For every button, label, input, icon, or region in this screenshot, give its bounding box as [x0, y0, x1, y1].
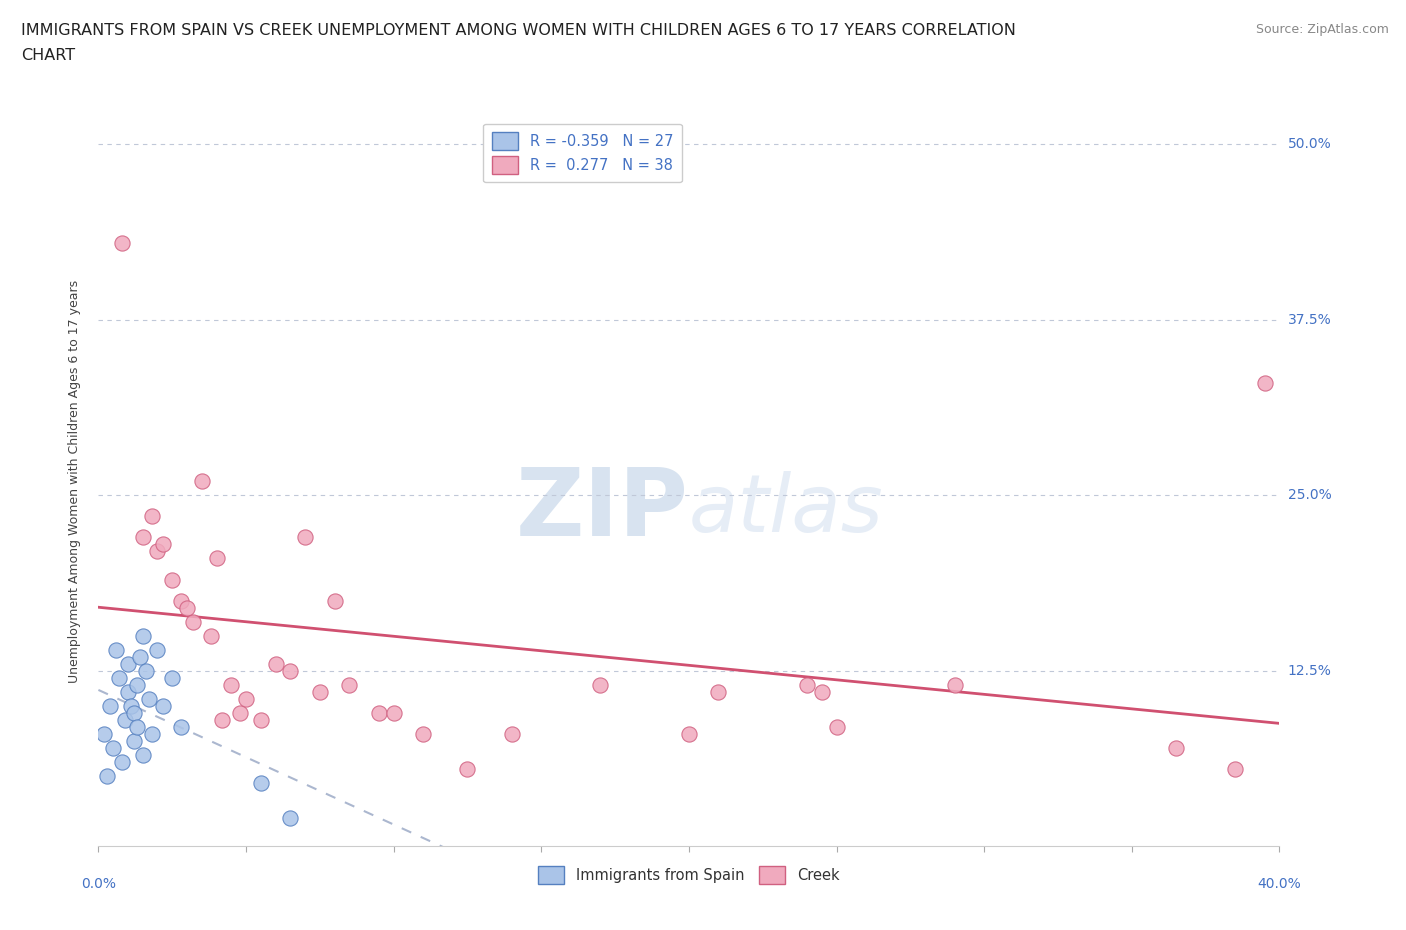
Point	[221, 677, 243, 692]
Point	[111, 754, 134, 769]
Text: 50.0%: 50.0%	[1288, 138, 1331, 152]
Point	[707, 684, 730, 699]
Point	[181, 614, 204, 629]
Point	[170, 720, 193, 735]
Text: 12.5%: 12.5%	[1288, 664, 1331, 678]
Point	[108, 671, 131, 685]
Point	[796, 677, 818, 692]
Point	[211, 712, 233, 727]
Point	[146, 544, 169, 559]
Point	[309, 684, 332, 699]
Point	[811, 684, 834, 699]
Text: IMMIGRANTS FROM SPAIN VS CREEK UNEMPLOYMENT AMONG WOMEN WITH CHILDREN AGES 6 TO : IMMIGRANTS FROM SPAIN VS CREEK UNEMPLOYM…	[21, 23, 1017, 38]
Point	[200, 629, 222, 644]
Point	[93, 726, 115, 741]
Point	[457, 762, 479, 777]
Point	[105, 643, 128, 658]
Point	[152, 698, 174, 713]
Point	[235, 691, 257, 706]
Point	[132, 530, 155, 545]
Text: ZIP: ZIP	[516, 464, 689, 556]
Legend: Immigrants from Spain, Creek: Immigrants from Spain, Creek	[533, 860, 845, 890]
Point	[162, 572, 183, 587]
Point	[323, 593, 346, 608]
Point	[122, 734, 145, 749]
Text: Source: ZipAtlas.com: Source: ZipAtlas.com	[1256, 23, 1389, 36]
Point	[280, 663, 302, 678]
Text: CHART: CHART	[21, 48, 75, 63]
Point	[1254, 376, 1277, 391]
Point	[825, 720, 848, 735]
Point	[176, 600, 198, 615]
Point	[678, 726, 700, 741]
Point	[264, 657, 287, 671]
Point	[125, 677, 148, 692]
Text: 37.5%: 37.5%	[1288, 312, 1331, 326]
Point	[132, 748, 155, 763]
Point	[339, 677, 361, 692]
Point	[191, 474, 214, 489]
Point	[501, 726, 523, 741]
Point	[117, 657, 139, 671]
Point	[122, 706, 145, 721]
Point	[103, 740, 125, 755]
Point	[382, 706, 405, 721]
Point	[1166, 740, 1188, 755]
Point	[589, 677, 612, 692]
Point	[120, 698, 142, 713]
Point	[250, 712, 273, 727]
Point	[96, 769, 118, 784]
Point	[132, 629, 155, 644]
Text: 0.0%: 0.0%	[82, 877, 115, 891]
Point	[1225, 762, 1247, 777]
Point	[294, 530, 316, 545]
Point	[111, 235, 134, 250]
Point	[141, 509, 163, 524]
Point	[135, 663, 157, 678]
Text: 40.0%: 40.0%	[1257, 877, 1302, 891]
Point	[128, 649, 150, 664]
Point	[162, 671, 183, 685]
Point	[125, 720, 148, 735]
Point	[114, 712, 136, 727]
Point	[98, 698, 121, 713]
Point	[152, 537, 174, 551]
Text: 25.0%: 25.0%	[1288, 488, 1331, 502]
Point	[205, 551, 228, 566]
Y-axis label: Unemployment Among Women with Children Ages 6 to 17 years: Unemployment Among Women with Children A…	[67, 280, 82, 683]
Point	[368, 706, 391, 721]
Point	[250, 776, 273, 790]
Point	[117, 684, 139, 699]
Point	[170, 593, 193, 608]
Point	[141, 726, 163, 741]
Point	[943, 677, 966, 692]
Point	[229, 706, 252, 721]
Point	[280, 811, 302, 826]
Point	[146, 643, 169, 658]
Point	[412, 726, 434, 741]
Point	[138, 691, 160, 706]
Text: atlas: atlas	[689, 472, 884, 550]
